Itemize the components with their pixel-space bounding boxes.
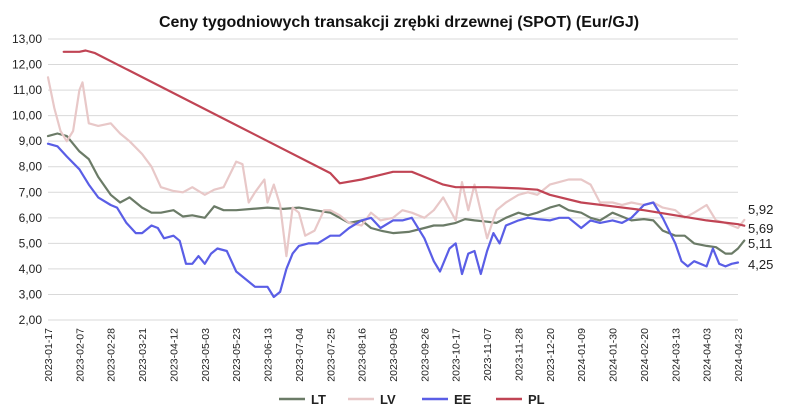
- y-tick-label: 13,00: [12, 32, 42, 46]
- legend-label-lt: LT: [311, 392, 326, 407]
- end-value-label: 5,92: [748, 202, 773, 217]
- y-axis: 13,00 12,00 11,00 10,00 9,00 8,00 7,00 6,00 5,00…: [12, 32, 42, 327]
- end-value-label: 5,11: [748, 236, 772, 251]
- y-tick-label: 10,00: [12, 109, 42, 123]
- series-lines: [46, 49, 746, 299]
- x-tick-label: 2023-06-13: [263, 328, 275, 382]
- series-line-lv: [46, 76, 746, 258]
- x-tick-label: 2023-11-07: [482, 328, 494, 381]
- chart-title: Ceny tygodniowych transakcji zrębki drze…: [159, 14, 639, 31]
- x-tick-label: 2023-04-12: [168, 328, 180, 382]
- y-tick-label: 7,00: [19, 185, 43, 199]
- x-tick-label: 2024-04-23: [733, 328, 745, 382]
- y-tick-label: 2,00: [19, 313, 43, 327]
- y-tick-label: 4,00: [19, 262, 43, 276]
- x-axis: 2023-01-17 2023-02-07 2023-02-28 2023-03-21…: [43, 328, 745, 382]
- x-tick-label: 2023-12-20: [545, 328, 557, 382]
- x-tick-label: 2023-10-17: [451, 328, 463, 382]
- x-tick-label: 2023-02-28: [106, 328, 118, 382]
- y-tick-label: 3,00: [19, 287, 43, 301]
- series-line-lt: [46, 132, 746, 255]
- x-tick-label: 2023-03-21: [137, 328, 149, 382]
- end-value-label: 5,69: [748, 221, 773, 236]
- y-tick-label: 9,00: [19, 134, 43, 148]
- x-tick-label: 2023-05-23: [231, 328, 243, 382]
- end-value-labels: 5,92 5,695,11 4,25: [748, 202, 773, 272]
- x-tick-label: 2024-04-03: [702, 328, 714, 382]
- x-tick-label: 2023-07-25: [325, 328, 337, 382]
- x-tick-label: 2023-08-16: [357, 328, 369, 382]
- x-tick-label: 2023-07-04: [294, 328, 306, 382]
- x-tick-label: 2023-11-28: [513, 328, 525, 381]
- legend: LT LV EE PL: [279, 392, 545, 407]
- legend-label-lv: LV: [380, 392, 396, 407]
- y-tick-label: 12,00: [12, 58, 42, 72]
- y-tick-label: 11,00: [13, 83, 42, 97]
- series-line-pl: [62, 49, 746, 227]
- x-tick-label: 2023-09-05: [388, 328, 400, 382]
- x-tick-label: 2024-02-20: [639, 328, 651, 382]
- series-line-ee: [46, 142, 740, 299]
- x-tick-label: 2023-05-03: [200, 328, 212, 382]
- x-tick-label: 2023-01-17: [43, 328, 55, 382]
- legend-label-pl: PL: [528, 392, 545, 407]
- end-value-label: 4,25: [748, 257, 773, 272]
- x-tick-label: 2023-02-07: [74, 328, 86, 382]
- x-tick-label: 2023-09-26: [419, 328, 431, 382]
- gridlines: [48, 38, 738, 321]
- legend-label-ee: EE: [454, 392, 472, 407]
- x-tick-label: 2024-01-30: [608, 328, 620, 382]
- y-tick-label: 8,00: [19, 160, 43, 174]
- x-tick-label: 2024-03-13: [670, 328, 682, 382]
- x-tick-label: 2024-01-09: [576, 328, 588, 382]
- y-tick-label: 6,00: [19, 211, 43, 225]
- y-tick-label: 5,00: [19, 236, 43, 250]
